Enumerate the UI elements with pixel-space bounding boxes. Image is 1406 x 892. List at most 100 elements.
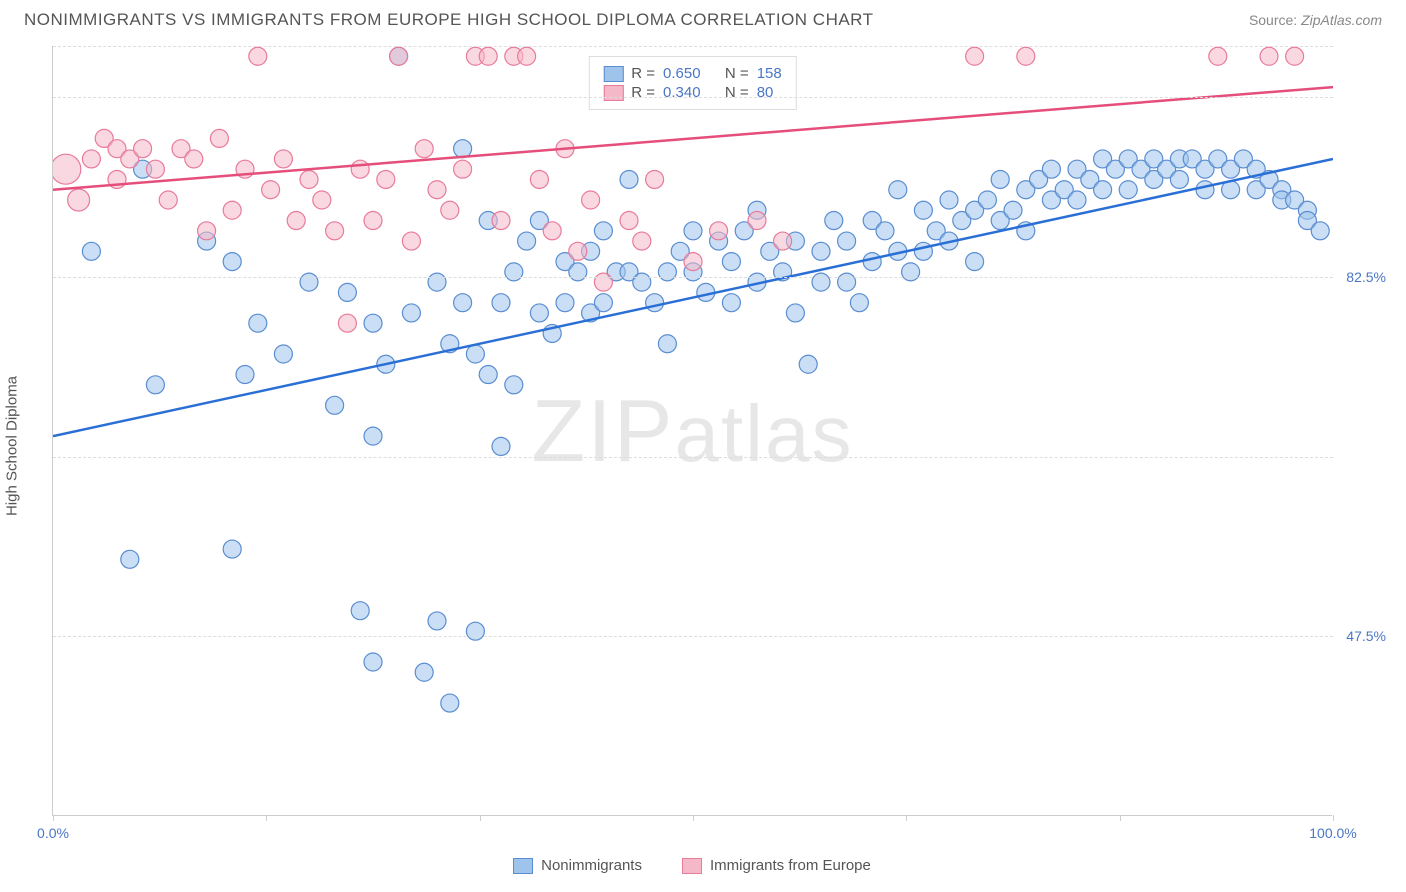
chart-container: High School Diploma ZIPatlas R = 0.650 N… [52, 46, 1382, 846]
gridline [53, 46, 1333, 47]
data-point [1094, 181, 1112, 199]
series-legend: Nonimmigrants Immigrants from Europe [52, 857, 1332, 874]
data-point [351, 602, 369, 620]
data-point [722, 253, 740, 271]
data-point [786, 304, 804, 322]
data-point [300, 170, 318, 188]
data-point [633, 273, 651, 291]
data-point [748, 212, 766, 230]
data-point [518, 47, 536, 65]
data-point [377, 170, 395, 188]
data-point [863, 253, 881, 271]
data-point [991, 170, 1009, 188]
data-point [1196, 181, 1214, 199]
data-point [454, 160, 472, 178]
data-point [441, 201, 459, 219]
data-point [428, 273, 446, 291]
r-label-0: R = [631, 65, 655, 82]
chart-header: NONIMMIGRANTS VS IMMIGRANTS FROM EUROPE … [0, 0, 1406, 36]
data-point [223, 201, 241, 219]
data-point [351, 160, 369, 178]
data-point [914, 201, 932, 219]
x-tick [906, 815, 907, 821]
legend-label-0: Nonimmigrants [541, 857, 642, 874]
correlation-legend: R = 0.650 N = 158 R = 0.340 N = 80 [588, 56, 796, 110]
data-point [940, 191, 958, 209]
data-point [569, 242, 587, 260]
data-point [223, 540, 241, 558]
data-point [185, 150, 203, 168]
data-point [326, 396, 344, 414]
data-point [966, 253, 984, 271]
y-tick-label: 82.5% [1346, 269, 1386, 285]
data-point [390, 47, 408, 65]
gridline [53, 97, 1333, 98]
data-point [799, 355, 817, 373]
legend-row-series-0: R = 0.650 N = 158 [603, 65, 781, 82]
data-point [658, 263, 676, 281]
source-value: ZipAtlas.com [1301, 12, 1382, 28]
x-tick [480, 815, 481, 821]
data-point [364, 427, 382, 445]
data-point [492, 437, 510, 455]
data-point [466, 345, 484, 363]
data-point [364, 314, 382, 332]
data-point [364, 212, 382, 230]
data-point [556, 294, 574, 312]
data-point [1170, 170, 1188, 188]
data-point [594, 294, 612, 312]
data-point [1004, 201, 1022, 219]
data-point [684, 222, 702, 240]
data-point [518, 232, 536, 250]
plot-area: ZIPatlas R = 0.650 N = 158 R = 0.340 N =… [52, 46, 1332, 816]
data-point [812, 242, 830, 260]
gridline [53, 636, 1333, 637]
data-point [454, 294, 472, 312]
data-point [287, 212, 305, 230]
scatter-svg [53, 46, 1333, 816]
x-tick-label: 0.0% [37, 825, 69, 841]
n-value-0: 158 [757, 65, 782, 82]
data-point [825, 212, 843, 230]
data-point [223, 253, 241, 271]
n-label-1: N = [725, 84, 749, 101]
legend-row-series-1: R = 0.340 N = 80 [603, 84, 781, 101]
data-point [646, 170, 664, 188]
data-point [428, 181, 446, 199]
data-point [249, 314, 267, 332]
n-value-1: 80 [757, 84, 774, 101]
data-point [121, 550, 139, 568]
data-point [454, 140, 472, 158]
data-point [569, 263, 587, 281]
data-point [300, 273, 318, 291]
data-point [838, 232, 856, 250]
data-point [1209, 47, 1227, 65]
data-point [236, 366, 254, 384]
x-tick [53, 815, 54, 821]
data-point [1260, 47, 1278, 65]
data-point [633, 232, 651, 250]
legend-swatch-bottom-1 [682, 858, 702, 874]
source-attribution: Source: ZipAtlas.com [1249, 12, 1382, 28]
data-point [722, 294, 740, 312]
data-point [479, 366, 497, 384]
data-point [274, 150, 292, 168]
data-point [582, 191, 600, 209]
data-point [1042, 160, 1060, 178]
data-point [249, 47, 267, 65]
data-point [1068, 191, 1086, 209]
data-point [978, 191, 996, 209]
chart-title: NONIMMIGRANTS VS IMMIGRANTS FROM EUROPE … [24, 10, 874, 30]
data-point [82, 150, 100, 168]
data-point [146, 376, 164, 394]
x-tick-label: 100.0% [1309, 825, 1356, 841]
data-point [53, 154, 81, 184]
data-point [466, 622, 484, 640]
n-label-0: N = [725, 65, 749, 82]
data-point [338, 283, 356, 301]
data-point [492, 212, 510, 230]
data-point [966, 47, 984, 65]
data-point [146, 160, 164, 178]
data-point [159, 191, 177, 209]
y-tick-label: 47.5% [1346, 628, 1386, 644]
